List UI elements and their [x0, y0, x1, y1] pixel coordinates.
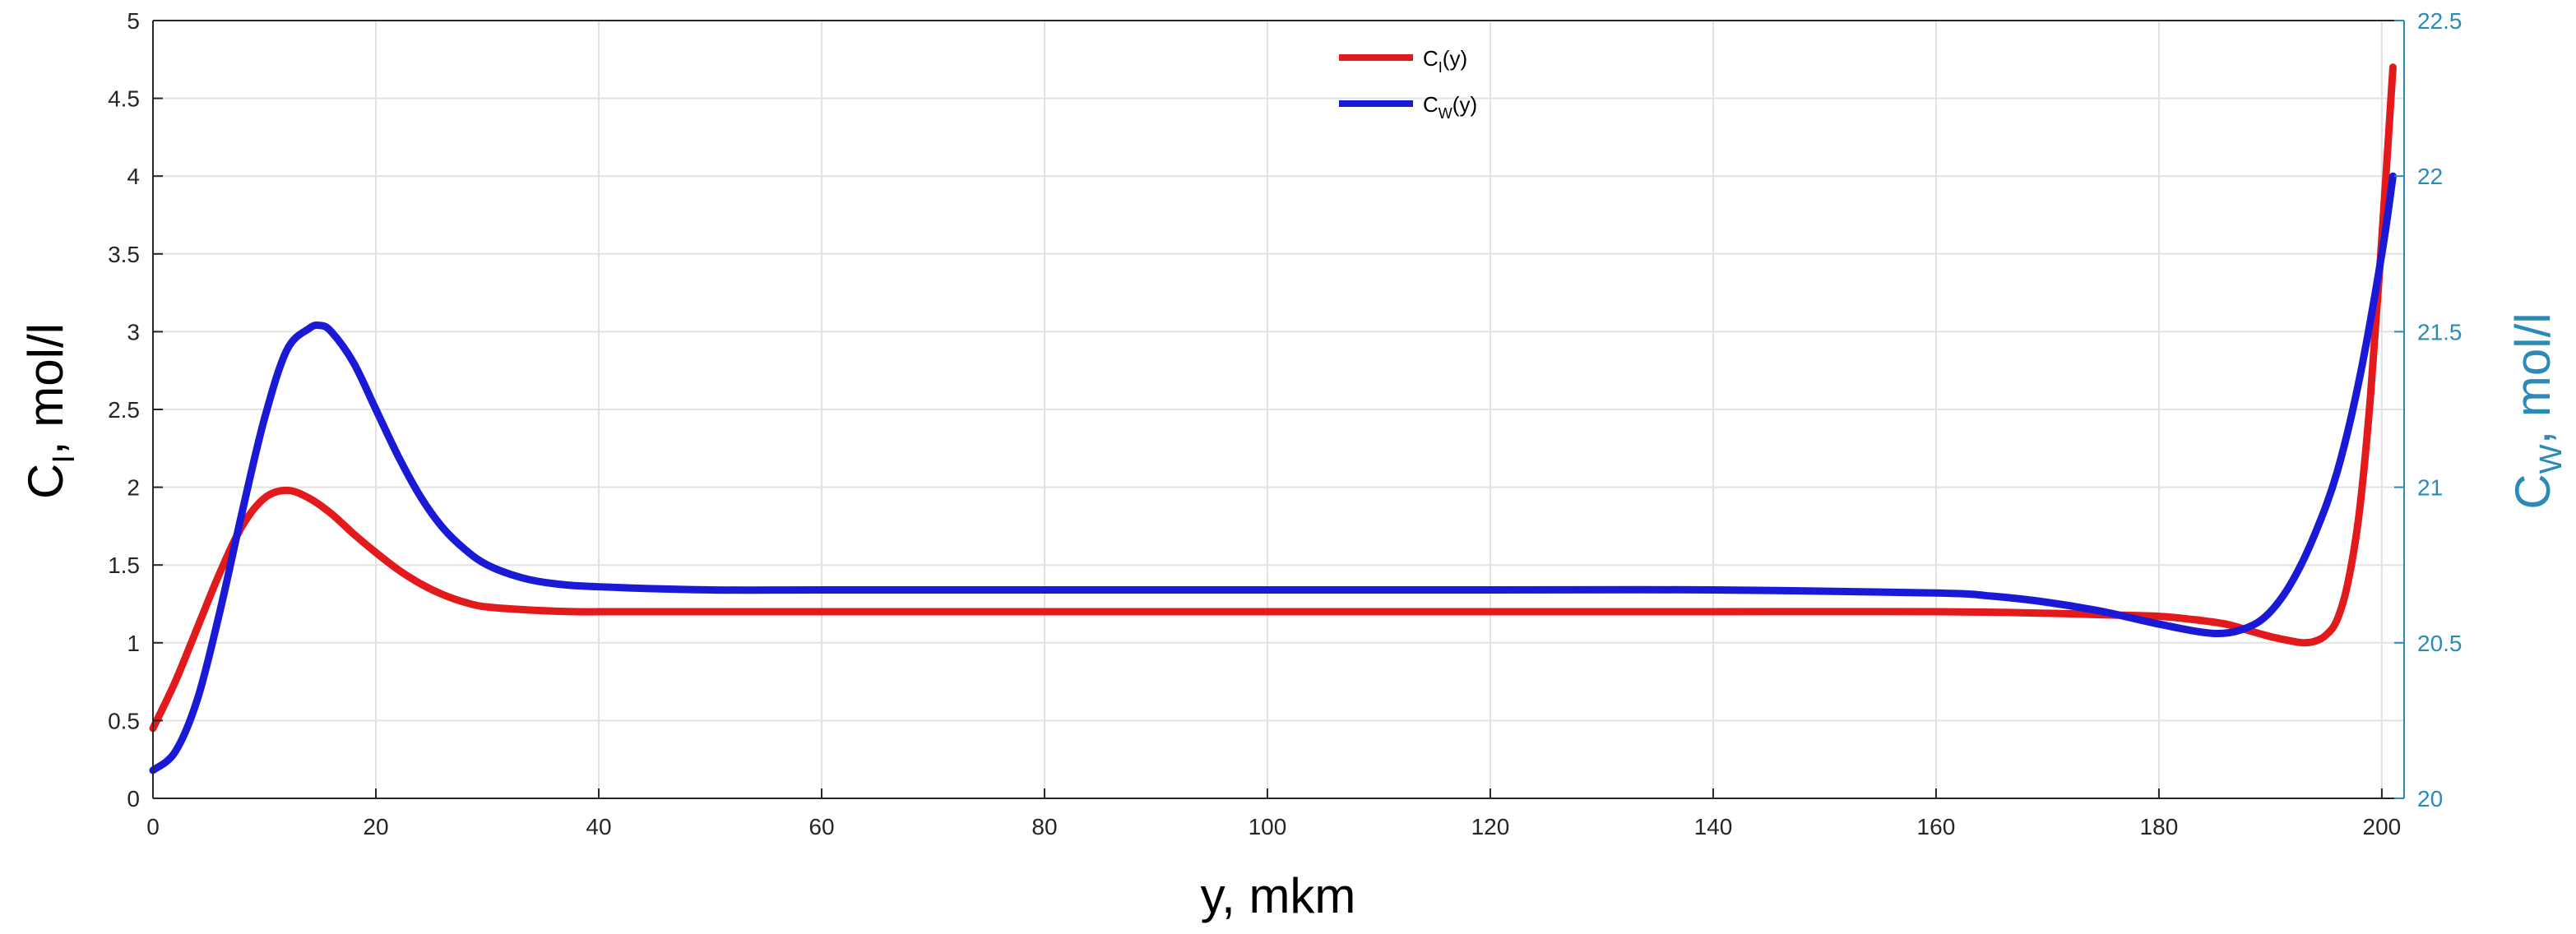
x-tick-label: 200: [2363, 814, 2402, 839]
x-tick-label: 120: [1471, 814, 1510, 839]
series-layer: [149, 63, 2397, 774]
ticks: 0 20 40 60 80 100 120 140 160 180 20000.511.522.53…: [108, 8, 2462, 839]
y-right-tick-label: 21: [2417, 475, 2443, 501]
y-left-tick-label: 2.5: [108, 397, 140, 423]
series-line-cw: [149, 172, 2397, 774]
y-left-axis-label: CI, mol/l: [18, 323, 81, 499]
y-left-tick-label: 3: [127, 319, 140, 344]
y-left-tick-label: 5: [127, 8, 140, 34]
y-right-tick-label: 20.5: [2417, 631, 2462, 656]
y-right-axis-label: CW, mol/l: [2505, 312, 2569, 509]
y-left-tick-label: 4: [127, 164, 140, 189]
y-left-tick-label: 3.5: [108, 242, 140, 267]
x-tick-label: 140: [1694, 814, 1733, 839]
x-tick-label: 80: [1031, 814, 1057, 839]
x-axis-label: y, mkm: [1201, 868, 1356, 923]
y-left-tick-label: 2: [127, 475, 140, 501]
y-left-tick-label: 0.5: [108, 708, 140, 733]
legend-label-ci: CI(y): [1423, 46, 1467, 76]
y-right-tick-label: 20: [2417, 786, 2443, 811]
y-right-tick-label: 22.5: [2417, 8, 2462, 34]
series-line-ci: [149, 63, 2397, 733]
axes: [152, 20, 2405, 799]
y-left-tick-label: 4.5: [108, 86, 140, 112]
y-right-tick-label: 21.5: [2417, 319, 2462, 344]
y-left-tick-label: 1: [127, 631, 140, 656]
legend: CI(y) CW(y): [1339, 46, 1477, 122]
x-tick-label: 180: [2140, 814, 2179, 839]
x-tick-label: 0: [146, 814, 160, 839]
y-right-tick-label: 22: [2417, 164, 2443, 189]
y-left-tick-label: 0: [127, 786, 140, 811]
x-tick-label: 60: [808, 814, 834, 839]
x-tick-label: 100: [1249, 814, 1287, 839]
x-tick-label: 40: [586, 814, 611, 839]
legend-label-cw: CW(y): [1423, 92, 1477, 122]
y-left-tick-label: 1.5: [108, 553, 140, 578]
x-tick-label: 160: [1917, 814, 1956, 839]
x-tick-label: 20: [363, 814, 388, 839]
